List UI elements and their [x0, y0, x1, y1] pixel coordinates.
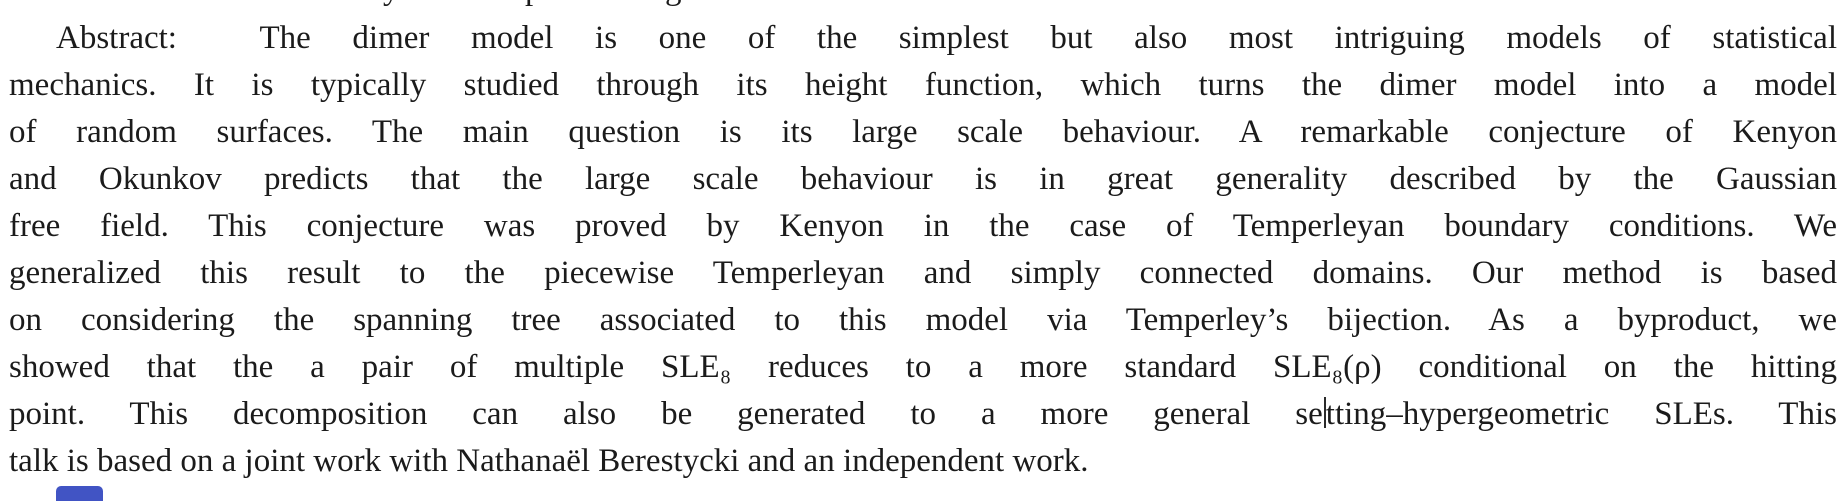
abstract-line-2: mechanics. It is typically studied throu…	[9, 67, 1837, 103]
abstract-line-9-before-cursor: point. This decomposition can also be ge…	[9, 396, 1323, 432]
abstract-line-1: Abstract: The dimer model is one of the …	[56, 20, 1837, 56]
text-cursor	[1323, 397, 1326, 428]
cropped-glyph: p	[525, 0, 542, 8]
abstract-paragraph: Abstract: The dimer model is one of the …	[9, 15, 1837, 485]
cropped-glyph: t	[152, 0, 161, 8]
cropped-glyph: g	[665, 0, 682, 8]
cropped-previous-line: t t y p g	[0, 0, 1847, 12]
bottom-left-ui-fragment	[56, 486, 103, 501]
abstract-line-6: generalized this result to the piecewise…	[9, 255, 1837, 291]
abstract-line-3: of random surfaces. The main question is…	[9, 114, 1837, 150]
abstract-line-4: and Okunkov predicts that the large scal…	[9, 161, 1837, 197]
abstract-line-9: point. This decomposition can also be ge…	[9, 391, 1837, 438]
abstract-line-8: showed that the a pair of multiple SLE₈ …	[9, 349, 1837, 385]
abstract-line-9-after-cursor: tting–hypergeometric SLEs. This	[1325, 396, 1837, 432]
abstract-line-7: on considering the spanning tree associa…	[9, 302, 1837, 338]
abstract-line-5: free field. This conjecture was proved b…	[9, 208, 1837, 244]
cropped-glyph: t	[212, 0, 221, 8]
abstract-line-10: talk is based on a joint work with Natha…	[9, 443, 1089, 479]
cropped-glyph: y	[383, 0, 400, 8]
